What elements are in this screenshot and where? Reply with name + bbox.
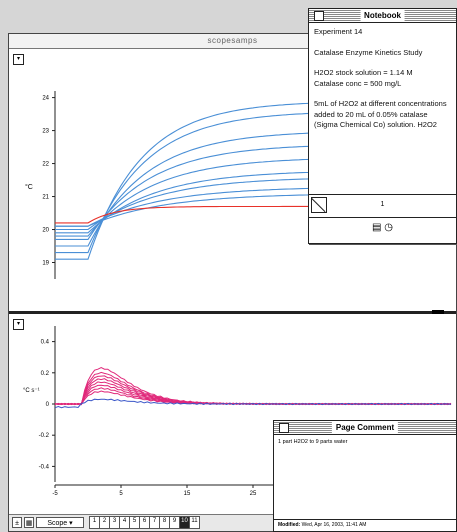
page-curl-icon[interactable] (311, 197, 327, 213)
scope-dropdown[interactable]: Scope ▾ (36, 517, 84, 528)
bottom-panel-menu-button[interactable]: ▾ (13, 319, 24, 330)
y-tick-label: -0.2 (39, 433, 50, 439)
pink-trace (54, 366, 452, 406)
y-tick-label: 23 (42, 129, 49, 135)
x-tick-label: 15 (184, 491, 191, 497)
panel-divider[interactable] (9, 311, 456, 314)
notebook-line: Catalase Enzyme Kinetics Study (314, 47, 423, 57)
page-comment-window: Page Comment 1 part H2O2 to 9 parts wate… (273, 420, 457, 532)
pink-trace (54, 390, 452, 406)
grid-icon[interactable]: ▦ (24, 517, 34, 528)
divider-handle[interactable] (432, 310, 444, 315)
y-tick-label: 0 (46, 402, 50, 408)
notebook-line: H2O2 stock solution = 1.14 M (314, 68, 413, 77)
notebook-text[interactable]: Experiment 14 Catalase Enzyme Kinetics S… (309, 23, 456, 203)
zoom-button[interactable]: ± (12, 517, 22, 528)
top-panel-menu-button[interactable]: ▾ (13, 54, 24, 65)
y-tick-label: 20 (42, 228, 49, 234)
blue-trace (54, 398, 452, 409)
y-tick-label: 21 (42, 195, 49, 201)
y-tick-label: -0.4 (39, 464, 50, 470)
notepad-icon[interactable]: ▤ (372, 222, 382, 233)
clock-icon[interactable]: ◷ (384, 222, 393, 233)
notebook-line: Catalase conc = 500 mg/L (314, 78, 402, 88)
y-axis-label: °C (25, 183, 33, 191)
notebook-footer: 1 ▤ ◷ (309, 194, 456, 243)
modified-label: Modified: (278, 522, 301, 528)
close-box-icon[interactable] (279, 423, 289, 433)
page-comment-title-bar[interactable]: Page Comment (274, 421, 456, 435)
notebook-line: 5mL of H2O2 at different concentrations … (314, 99, 447, 129)
pink-trace (54, 371, 452, 406)
notebook-title-bar[interactable]: Notebook (309, 9, 456, 23)
page-tab[interactable]: 11 (189, 516, 200, 529)
page-comment-title: Page Comment (331, 421, 399, 434)
page-comment-text[interactable]: 1 part H2O2 to 9 parts water (278, 439, 348, 445)
x-tick-label: -5 (52, 491, 58, 497)
page-comment-modified: Modified: Wed, Apr 16, 2003, 11:41 AM (274, 519, 456, 531)
y-tick-label: 0.2 (41, 371, 50, 377)
y-tick-label: 22 (42, 162, 49, 168)
close-box-icon[interactable] (314, 11, 324, 21)
modified-value: Wed, Apr 16, 2003, 11:41 AM (301, 522, 367, 528)
y-axis-label: °C s⁻¹ (23, 388, 40, 394)
page-tab-strip: 1 2 3 4 5 6 7 8 9 10 11 (89, 516, 200, 529)
notebook-title: Notebook (360, 9, 405, 22)
y-tick-label: 0.4 (41, 340, 50, 346)
notebook-pager: 1 (309, 195, 456, 218)
notebook-page-number: 1 (380, 201, 385, 208)
notebook-line: Experiment 14 (314, 27, 363, 36)
notebook-window: Notebook Experiment 14 Catalase Enzyme K… (308, 8, 457, 244)
pink-trace (54, 384, 452, 406)
pink-trace (54, 387, 452, 406)
y-tick-label: 19 (42, 261, 49, 267)
x-tick-label: 5 (119, 491, 123, 497)
x-tick-label: 25 (250, 491, 257, 497)
y-tick-label: 24 (42, 96, 49, 102)
